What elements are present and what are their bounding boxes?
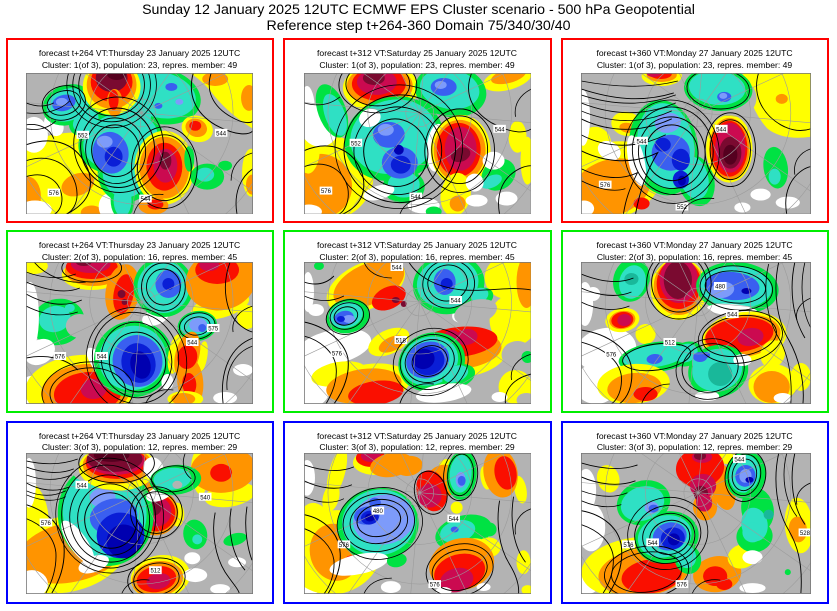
svg-text:480: 480	[372, 509, 383, 515]
svg-text:528: 528	[800, 531, 811, 537]
svg-text:544: 544	[716, 127, 727, 133]
svg-text:544: 544	[391, 266, 402, 272]
svg-text:576: 576	[600, 183, 611, 189]
svg-text:544: 544	[636, 139, 647, 145]
svg-text:576: 576	[55, 355, 66, 361]
svg-text:544: 544	[77, 483, 88, 489]
svg-text:544: 544	[187, 341, 198, 347]
svg-text:544: 544	[734, 458, 745, 464]
svg-text:512: 512	[150, 569, 161, 575]
svg-text:576: 576	[331, 352, 342, 358]
svg-text:544: 544	[450, 299, 461, 305]
svg-text:544: 544	[494, 127, 505, 133]
svg-text:544: 544	[216, 131, 227, 137]
svg-text:544: 544	[410, 195, 421, 201]
svg-text:576: 576	[49, 191, 60, 197]
svg-text:544: 544	[727, 313, 738, 319]
svg-text:576: 576	[429, 583, 440, 589]
svg-text:544: 544	[648, 541, 659, 547]
svg-text:552: 552	[78, 133, 89, 139]
svg-text:552: 552	[350, 141, 361, 147]
svg-text:552: 552	[677, 205, 688, 211]
svg-text:544: 544	[97, 355, 108, 361]
svg-text:544: 544	[140, 197, 151, 203]
svg-text:576: 576	[41, 521, 52, 527]
svg-text:518: 518	[395, 339, 406, 345]
svg-text:576: 576	[677, 583, 688, 589]
svg-text:540: 540	[200, 495, 211, 501]
svg-text:512: 512	[665, 341, 676, 347]
svg-text:576: 576	[606, 353, 617, 359]
svg-text:544: 544	[448, 517, 459, 523]
svg-text:576: 576	[623, 543, 634, 549]
svg-text:575: 575	[208, 327, 219, 333]
svg-text:576: 576	[320, 189, 331, 195]
svg-text:480: 480	[715, 285, 726, 291]
